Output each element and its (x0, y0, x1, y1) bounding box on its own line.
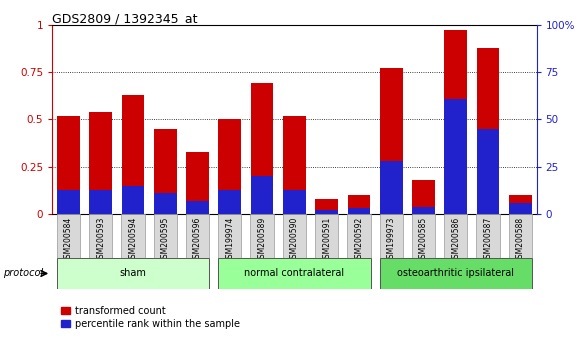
Bar (57, 258, 209, 289)
Text: GSM199973: GSM199973 (387, 216, 396, 263)
Bar (121, 214, 144, 258)
Bar (57, 116, 79, 214)
Legend: transformed count, percentile rank within the sample: transformed count, percentile rank withi… (57, 302, 244, 333)
Text: protocol: protocol (3, 268, 43, 278)
Text: GSM200596: GSM200596 (193, 216, 202, 263)
Bar (444, 214, 467, 258)
Bar (412, 214, 435, 258)
Text: GSM200590: GSM200590 (290, 216, 299, 263)
Text: normal contralateral: normal contralateral (244, 268, 345, 279)
Bar (89, 189, 112, 214)
Bar (218, 258, 371, 289)
Bar (347, 214, 371, 258)
Bar (219, 119, 241, 214)
Text: GSM200586: GSM200586 (451, 216, 461, 263)
Bar (218, 214, 241, 258)
Bar (379, 214, 403, 258)
Bar (154, 214, 177, 258)
Text: GSM200588: GSM200588 (516, 216, 525, 263)
Text: osteoarthritic ipsilateral: osteoarthritic ipsilateral (397, 268, 514, 279)
Bar (186, 201, 209, 214)
Bar (186, 214, 209, 258)
Bar (283, 189, 306, 214)
Text: sham: sham (119, 268, 146, 279)
Bar (412, 180, 435, 214)
Text: GSM200589: GSM200589 (258, 216, 267, 263)
Bar (380, 68, 403, 214)
Bar (477, 129, 499, 214)
Bar (444, 99, 467, 214)
Bar (89, 214, 113, 258)
Text: GSM200587: GSM200587 (484, 216, 492, 263)
Bar (412, 207, 435, 214)
Bar (379, 258, 532, 289)
Text: GDS2809 / 1392345_at: GDS2809 / 1392345_at (52, 12, 198, 25)
Text: GSM200594: GSM200594 (128, 216, 137, 263)
Text: GSM200592: GSM200592 (354, 216, 364, 263)
Bar (89, 112, 112, 214)
Bar (476, 214, 500, 258)
Bar (122, 95, 144, 214)
Bar (509, 195, 532, 214)
Bar (57, 214, 80, 258)
Bar (154, 193, 176, 214)
Bar (316, 199, 338, 214)
Bar (186, 152, 209, 214)
Bar (251, 214, 274, 258)
Bar (509, 203, 532, 214)
Bar (251, 176, 273, 214)
Bar (347, 195, 370, 214)
Bar (347, 209, 370, 214)
Text: GSM200584: GSM200584 (64, 216, 73, 263)
Text: GSM200591: GSM200591 (322, 216, 331, 263)
Bar (219, 189, 241, 214)
Text: GSM200595: GSM200595 (161, 216, 170, 263)
Bar (57, 189, 79, 214)
Bar (154, 129, 176, 214)
Bar (316, 210, 338, 214)
Bar (315, 214, 338, 258)
Bar (477, 47, 499, 214)
Bar (282, 214, 306, 258)
Bar (380, 161, 403, 214)
Text: GSM200593: GSM200593 (96, 216, 105, 263)
Bar (122, 186, 144, 214)
Bar (509, 214, 532, 258)
Text: GSM200585: GSM200585 (419, 216, 428, 263)
Bar (283, 116, 306, 214)
Text: GSM199974: GSM199974 (225, 216, 234, 263)
Bar (251, 84, 273, 214)
Bar (444, 30, 467, 214)
